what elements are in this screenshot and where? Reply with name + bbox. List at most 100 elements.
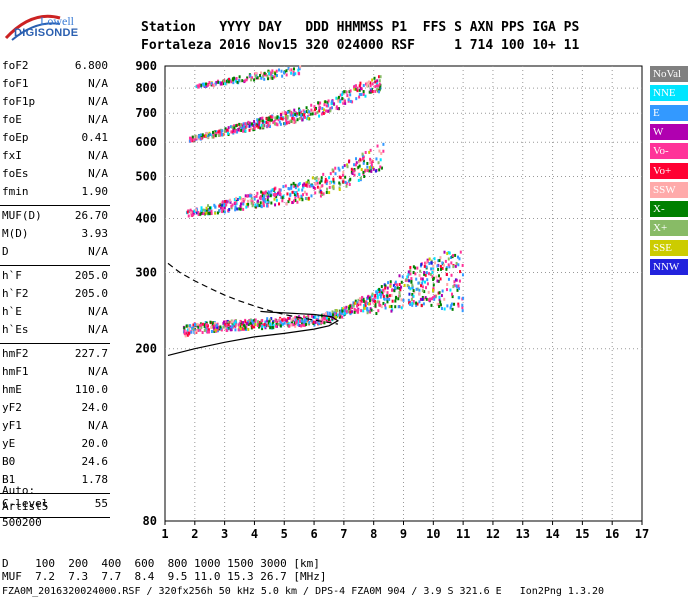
param-name: yE — [2, 437, 16, 450]
trace-point — [266, 198, 269, 202]
trace-point — [286, 114, 289, 118]
trace-point — [201, 82, 204, 86]
trace-point — [451, 307, 454, 311]
trace-point — [296, 118, 299, 122]
trace-point — [262, 192, 265, 196]
trace-point — [227, 209, 230, 213]
trace-point — [198, 83, 201, 87]
trace-point — [283, 71, 286, 75]
trace-point — [261, 191, 264, 195]
trace-point — [192, 327, 195, 331]
trace-point — [267, 118, 270, 122]
trace-point — [261, 119, 264, 123]
trace-point — [205, 206, 208, 210]
trace-point — [210, 82, 213, 86]
param-name: foEp — [2, 131, 29, 144]
trace-point — [378, 88, 381, 92]
trace-point — [296, 184, 299, 188]
trace-point — [256, 118, 259, 122]
trace-point — [343, 90, 346, 94]
trace-point — [227, 80, 230, 84]
trace-point — [294, 113, 297, 117]
trace-point — [445, 267, 448, 271]
x-tick-label: 9 — [400, 527, 407, 541]
trace-point — [442, 263, 445, 267]
trace-point — [402, 304, 405, 308]
trace-point — [277, 322, 280, 326]
trace-point — [449, 306, 452, 310]
trace-point — [341, 93, 344, 97]
trace-point — [215, 80, 218, 84]
trace-point — [289, 119, 292, 123]
param-separator — [0, 265, 110, 266]
param-row-hes: h`Es N/A — [2, 323, 108, 339]
trace-point — [358, 297, 361, 301]
trace-point — [382, 142, 385, 146]
trace-point — [364, 82, 367, 86]
trace-point — [358, 84, 361, 88]
trace-point — [362, 299, 365, 303]
trace-point — [201, 322, 204, 326]
trace-point — [369, 302, 372, 306]
trace-point — [356, 86, 359, 90]
trace-point — [310, 194, 313, 198]
trace-point — [315, 176, 318, 180]
trace-point — [366, 84, 369, 88]
trace-point — [362, 90, 365, 94]
trace-point — [388, 294, 391, 298]
trace-point — [207, 204, 210, 208]
trace-point — [339, 313, 342, 317]
trace-point — [242, 202, 245, 206]
trace-point — [347, 309, 350, 313]
trace-point — [324, 312, 327, 316]
trace-point — [376, 294, 379, 298]
trace-point — [380, 305, 383, 309]
trace-point — [362, 172, 365, 176]
trace-point — [461, 273, 464, 277]
param-row-md: M(D) 3.93 — [2, 227, 108, 243]
trace-point — [235, 77, 238, 81]
trace-point — [328, 191, 331, 195]
trace-point — [186, 328, 189, 332]
trace-point — [234, 79, 237, 83]
trace-point — [271, 188, 274, 192]
trace-point — [375, 157, 378, 161]
trace-point — [318, 186, 321, 190]
param-row-fxi: fxI N/A — [2, 149, 108, 165]
trace-point — [446, 282, 449, 286]
trace-point — [436, 279, 439, 283]
trace-point — [425, 297, 428, 301]
trace-point — [261, 327, 264, 331]
trace-point — [364, 304, 367, 308]
trace-point — [213, 322, 216, 326]
trace-point — [432, 296, 435, 300]
trace-point — [439, 256, 442, 260]
trace-point — [335, 106, 338, 110]
trace-point — [447, 263, 450, 267]
trace-point — [256, 191, 259, 195]
trace-point — [420, 304, 423, 308]
trace-point — [358, 92, 361, 96]
trace-point — [234, 205, 237, 209]
trace-point — [424, 273, 427, 277]
trace-point — [238, 196, 241, 200]
trace-point — [306, 108, 309, 112]
trace-point — [263, 77, 266, 81]
trace-point — [426, 282, 429, 286]
trace-point — [428, 257, 431, 261]
trace-point — [342, 171, 345, 175]
trace-point — [337, 166, 340, 170]
trace-point — [440, 307, 443, 311]
trace-point — [259, 201, 262, 205]
trace-point — [294, 191, 297, 195]
param-row-yf1: yF1 N/A — [2, 419, 108, 435]
trace-point — [362, 84, 365, 88]
trace-point — [336, 313, 339, 317]
trace-point — [269, 76, 272, 80]
legend-item-nnw: NNW — [650, 259, 688, 275]
trace-point — [308, 184, 311, 188]
trace-point — [384, 286, 387, 290]
trace-point — [424, 261, 427, 265]
y-tick-label: 500 — [135, 169, 157, 183]
trace-point — [362, 159, 365, 163]
